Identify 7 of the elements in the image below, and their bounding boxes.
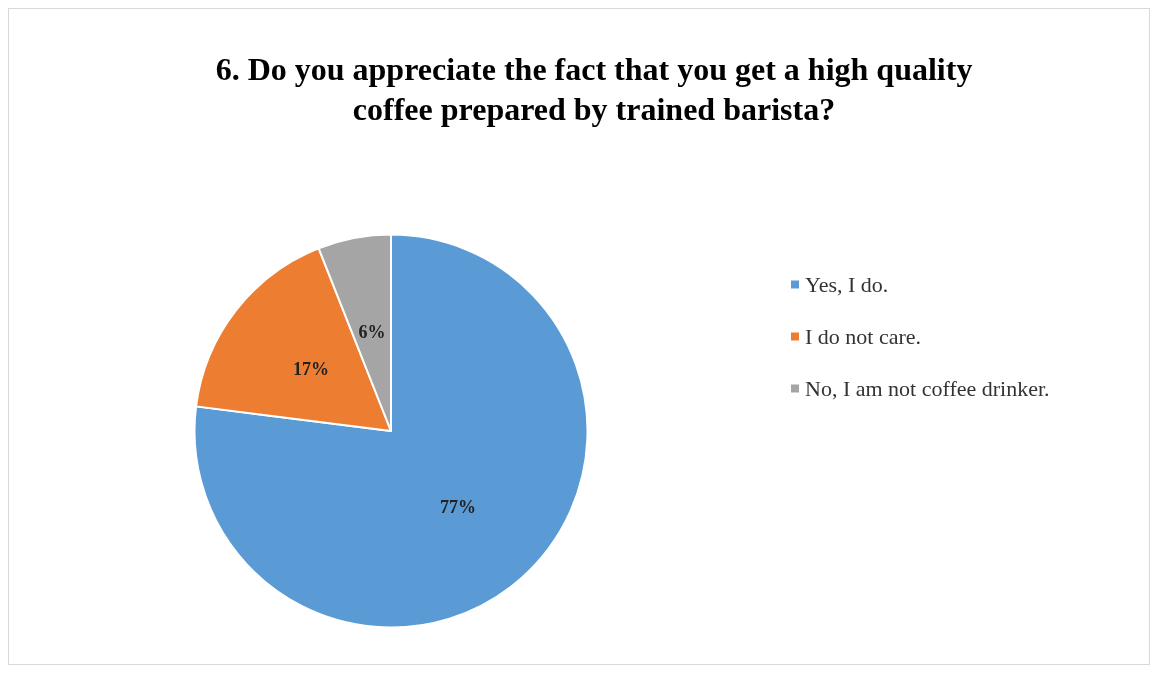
data-label: 17% [293,358,329,379]
chart-title: 6. Do you appreciate the fact that you get a high quality coffee prepared by trained barista? [215,51,973,127]
legend-label: Yes, I do. [805,272,889,297]
legend-label: I do not care. [805,324,922,349]
data-label: 6% [358,321,386,342]
legend-label: No, I am not coffee drinker. [805,376,1050,401]
data-label: 77% [439,496,476,517]
